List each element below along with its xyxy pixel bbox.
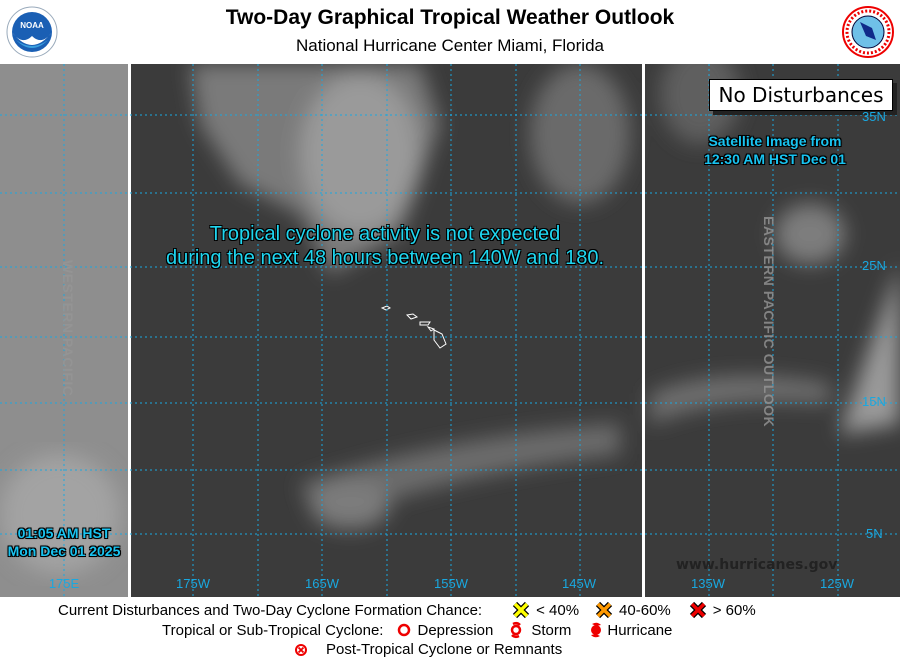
legend-row-formation-chance: Current Disturbances and Two-Day Cyclone… — [58, 601, 756, 619]
longitude-label: 135W — [691, 576, 725, 591]
status-box: No Disturbances — [709, 79, 893, 111]
issued-time: 01:05 AM HST — [17, 525, 111, 541]
longitude-label: 175W — [176, 576, 210, 591]
red-x-icon — [689, 601, 706, 619]
legend-depression: Depression — [417, 621, 494, 639]
longitude-label: 165W — [305, 576, 339, 591]
legend-formation-label: Current Disturbances and Two-Day Cyclone… — [58, 601, 483, 619]
legend-hurricane: Hurricane — [607, 621, 673, 639]
latitude-label: 5N — [866, 526, 883, 541]
legend-medium-chance: 40-60% — [619, 601, 671, 619]
western-pacific-label: WESTERN PACIFIC — [60, 260, 76, 397]
website-watermark: www.hurricanes.gov — [676, 557, 838, 573]
header: NOAA Two-Day Graphical Tropical Weather … — [0, 0, 900, 64]
legend-row-post-tropical: Post-Tropical Cyclone or Remnants — [294, 641, 562, 658]
legend: Current Disturbances and Two-Day Cyclone… — [0, 597, 900, 665]
post-tropical-icon — [295, 643, 307, 656]
longitude-label: 155W — [434, 576, 468, 591]
latitude-label: 25N — [862, 258, 886, 273]
latitude-label: 35N — [862, 109, 886, 124]
issued-timestamp: 01:05 AM HST Mon Dec 01 2025 — [0, 524, 128, 560]
page-subtitle: National Hurricane Center Miami, Florida — [295, 36, 604, 55]
longitude-label: 125W — [820, 576, 854, 591]
orange-x-icon — [595, 601, 613, 619]
hurricane-icon — [591, 622, 602, 638]
legend-low-chance: < 40% — [536, 601, 580, 619]
outlook-message-line1: Tropical cyclone activity is not expecte… — [209, 223, 561, 245]
page-title: Two-Day Graphical Tropical Weather Outlo… — [225, 6, 675, 29]
satellite-time-line2: 12:30 AM HST Dec 01 — [704, 151, 846, 167]
legend-cyclone-label: Tropical or Sub-Tropical Cyclone: — [162, 621, 384, 639]
legend-storm: Storm — [531, 621, 572, 639]
grid-lines — [0, 64, 900, 597]
satellite-time-line1: Satellite Image from — [708, 133, 842, 149]
depression-icon — [398, 623, 411, 637]
nws-logo — [842, 6, 894, 58]
legend-high-chance: > 60% — [712, 601, 756, 619]
panel-divider — [128, 64, 131, 597]
latitude-label: 15N — [862, 394, 886, 409]
yellow-x-icon — [512, 601, 530, 619]
issued-date: Mon Dec 01 2025 — [7, 543, 121, 559]
svg-text:NOAA: NOAA — [20, 21, 44, 30]
outlook-message-line2: during the next 48 hours between 140W an… — [165, 247, 605, 269]
satellite-map: WESTERN PACIFIC EASTERN PACIFIC OUTLOOK … — [0, 64, 900, 597]
panel-divider — [642, 64, 645, 597]
eastern-pacific-label: EASTERN PACIFIC OUTLOOK — [761, 216, 777, 428]
longitude-label: 175E — [48, 576, 80, 591]
outlook-message: Tropical cyclone activity is not expecte… — [100, 222, 670, 270]
noaa-logo: NOAA — [6, 6, 58, 58]
hawaii-islands — [380, 305, 447, 349]
longitude-label: 145W — [562, 576, 596, 591]
satellite-imagery — [0, 64, 900, 597]
legend-row-cyclone: Tropical or Sub-Tropical Cyclone: Depres… — [162, 621, 672, 639]
legend-post-tropical: Post-Tropical Cyclone or Remnants — [326, 641, 563, 658]
satellite-time: Satellite Image from 12:30 AM HST Dec 01 — [680, 132, 870, 168]
storm-icon — [511, 621, 522, 639]
